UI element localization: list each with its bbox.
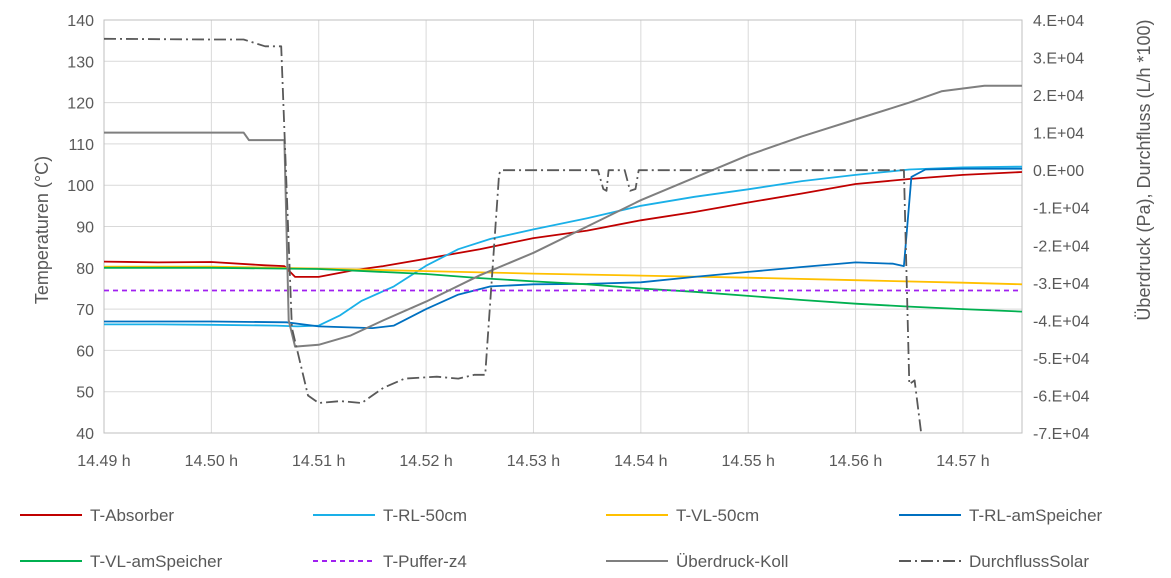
series-line--berdruck-koll xyxy=(104,84,1022,348)
y2-tick-label: -3.E+04 xyxy=(1033,276,1090,293)
plot-border xyxy=(103,19,1023,434)
y2-tick-label: -6.E+04 xyxy=(1033,388,1090,405)
y-tick-label: 130 xyxy=(67,54,94,71)
x-tick-label: 14.54 h xyxy=(614,453,667,470)
plot-area xyxy=(103,19,1023,434)
y2-tick-label: 1.E+04 xyxy=(1033,126,1084,143)
y2-tick-label: -4.E+04 xyxy=(1033,313,1090,330)
y-tick-label: 140 xyxy=(67,13,94,30)
y-axis-title: Temperaturen (°C) xyxy=(32,156,52,304)
y-tick-label: 110 xyxy=(68,137,94,154)
y2-tick-label: -2.E+04 xyxy=(1033,238,1090,255)
y-tick-label: 120 xyxy=(67,96,94,113)
y2-tick-label: -1.E+04 xyxy=(1033,201,1090,218)
left-axis-ticks: 40 50 60 70 80 90 100 110 120 130 140 xyxy=(67,13,94,443)
y2-axis-title: Überdruck (Pa), Durchfluss (L/h *100) xyxy=(1134,19,1154,320)
x-tick-label: 14.50 h xyxy=(185,453,238,470)
legend: T-Absorber T-RL-50cm T-VL-50cm T-RL-amSpeic… xyxy=(20,506,1103,571)
series-line-t-rl-50cm xyxy=(104,165,1022,328)
y2-tick-label: 4.E+04 xyxy=(1033,13,1084,30)
x-axis-ticks: 14.49 h 14.50 h 14.51 h 14.52 h 14.53 h 14.54… xyxy=(77,453,989,470)
legend-label: Überdruck-Koll xyxy=(676,552,788,571)
y-tick-label: 60 xyxy=(76,343,94,360)
series-lines xyxy=(104,37,1022,433)
y2-tick-label: -7.E+04 xyxy=(1033,426,1090,443)
x-tick-label: 14.53 h xyxy=(507,453,560,470)
y-tick-label: 90 xyxy=(76,220,94,237)
y-tick-label: 40 xyxy=(76,426,94,443)
series-line-t-absorber xyxy=(104,171,1022,278)
y-tick-label: 70 xyxy=(76,302,94,319)
x-tick-label: 14.55 h xyxy=(722,453,775,470)
legend-label: T-VL-50cm xyxy=(676,506,759,525)
series-line-t-vl-50cm xyxy=(104,265,1022,286)
legend-label: T-Absorber xyxy=(90,506,174,525)
right-axis-ticks: -7.E+04 -6.E+04 -5.E+04 -4.E+04 -3.E+04 -2.E+… xyxy=(1033,13,1090,443)
x-tick-label: 14.57 h xyxy=(936,453,989,470)
series-line-durchflusssolar xyxy=(104,37,923,433)
y2-tick-label: 0.E+00 xyxy=(1033,163,1084,180)
series-line-t-rl-amspeicher xyxy=(104,167,1022,329)
x-tick-label: 14.56 h xyxy=(829,453,882,470)
y2-tick-label: -5.E+04 xyxy=(1033,351,1090,368)
y-tick-label: 80 xyxy=(76,261,94,278)
x-tick-label: 14.52 h xyxy=(399,453,452,470)
y2-tick-label: 3.E+04 xyxy=(1033,51,1084,68)
legend-label: T-Puffer-z4 xyxy=(383,552,467,571)
y-tick-label: 100 xyxy=(67,178,94,195)
legend-label: T-RL-amSpeicher xyxy=(969,506,1103,525)
y-tick-label: 50 xyxy=(76,385,94,402)
x-tick-label: 14.49 h xyxy=(77,453,130,470)
y2-tick-label: 2.E+04 xyxy=(1033,88,1084,105)
legend-label: T-VL-amSpeicher xyxy=(90,552,223,571)
legend-label: T-RL-50cm xyxy=(383,506,467,525)
legend-label: DurchflussSolar xyxy=(969,552,1089,571)
gridlines xyxy=(104,19,1022,433)
x-tick-label: 14.51 h xyxy=(292,453,345,470)
series-line-t-vl-amspeicher xyxy=(104,266,1022,313)
